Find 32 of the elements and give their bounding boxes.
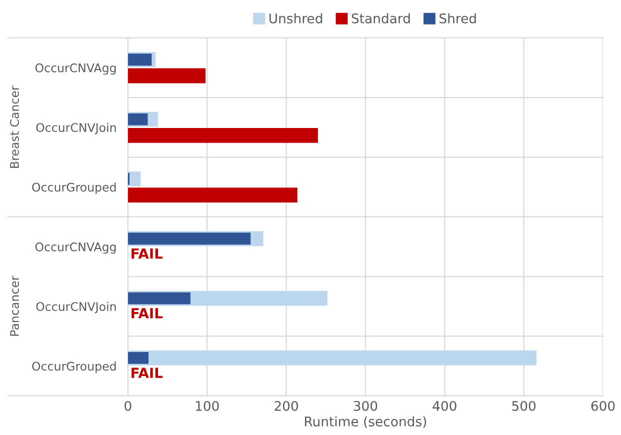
y-tick-label: OccurGrouped bbox=[32, 182, 116, 194]
y-tick-label: OccurCNVAgg bbox=[35, 242, 116, 254]
bar bbox=[128, 350, 536, 366]
bar bbox=[128, 68, 206, 84]
text: Pancancer bbox=[10, 276, 19, 336]
x-tick-label: 500 bbox=[512, 400, 536, 411]
x-tick-label: 0 bbox=[124, 400, 132, 411]
y-tick-label: OccurCNVAgg bbox=[35, 63, 116, 75]
text: FAIL bbox=[132, 368, 163, 378]
x-tick-label: 100 bbox=[196, 400, 219, 411]
x-tick-label: 400 bbox=[432, 400, 456, 411]
bar bbox=[128, 292, 190, 304]
bar bbox=[128, 128, 318, 143]
text: Breast Cancer bbox=[10, 86, 19, 168]
bar bbox=[128, 113, 148, 126]
text: FAIL bbox=[132, 248, 163, 259]
legend-label: Shred bbox=[440, 13, 476, 24]
text: FAIL bbox=[132, 308, 163, 318]
x-tick-label: 600 bbox=[591, 400, 615, 411]
y-tick-label: OccurGrouped bbox=[32, 362, 116, 373]
bar bbox=[128, 352, 149, 364]
bar bbox=[128, 188, 298, 203]
bar bbox=[128, 172, 141, 186]
x-tick-label: 200 bbox=[274, 400, 298, 411]
x-axis-title: Runtime (seconds) bbox=[304, 416, 426, 428]
legend-label: Standard bbox=[352, 13, 410, 24]
bar bbox=[128, 232, 251, 245]
y-tick-label: OccurCNVJoin bbox=[36, 122, 116, 134]
legend-label: Unshred bbox=[270, 13, 322, 24]
y-tick-label: OccurCNVJoin bbox=[36, 302, 116, 314]
bar bbox=[128, 54, 152, 66]
x-tick-label: 300 bbox=[354, 400, 378, 411]
